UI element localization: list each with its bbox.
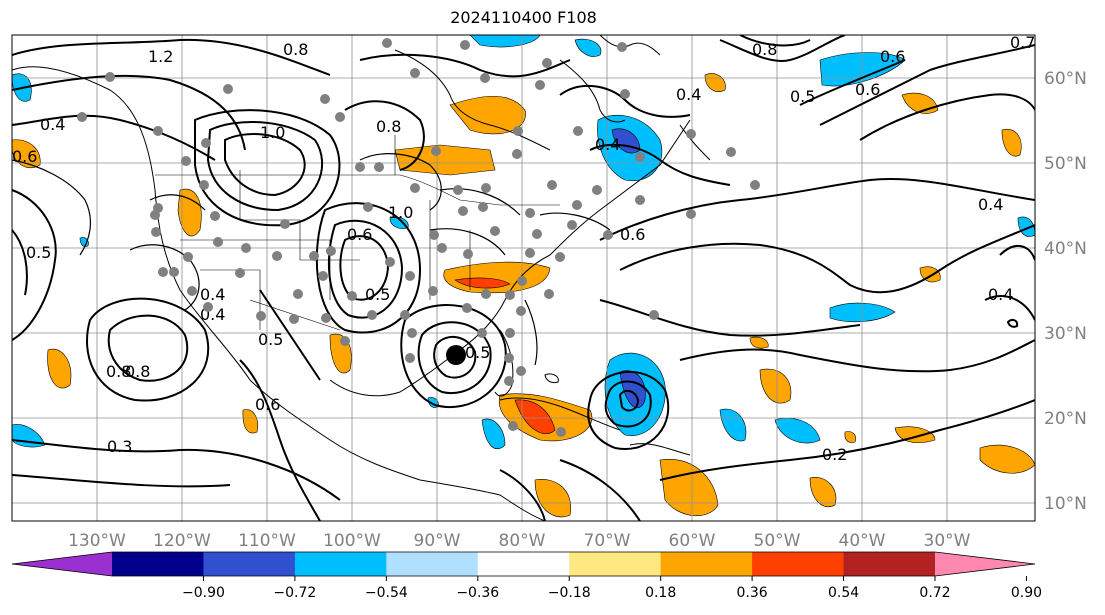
lon-tick-label: 40°W — [839, 531, 886, 551]
contour-label: 0.3 — [107, 437, 132, 456]
latitude-labels: 10°N 20°N 30°N 40°N 50°N 60°N — [1044, 69, 1087, 514]
lat-tick-label: 50°N — [1044, 154, 1087, 174]
contour-label: 1.0 — [260, 123, 285, 142]
lon-tick-label: 120°W — [153, 531, 211, 551]
contour-label: 0.6 — [12, 147, 37, 166]
contour-label: 1.0 — [388, 203, 413, 222]
lon-tick-label: 70°W — [584, 531, 631, 551]
colorbar-tick-label: 0.90 — [1011, 585, 1042, 601]
contour-label: 0.4 — [978, 195, 1003, 214]
contour-label: 0.4 — [988, 285, 1013, 304]
colorbar-extend-min — [12, 552, 112, 576]
colorbar-segment — [477, 552, 570, 576]
contour-label: 0.6 — [255, 395, 280, 414]
colorbar-ticks: −0.90 −0.72 −0.54 −0.36 −0.18 0.18 0.36 0.54 0.7… — [182, 576, 1042, 601]
lon-tick-label: 110°W — [238, 531, 296, 551]
colorbar-segments — [11, 551, 1036, 577]
lon-tick-label: 60°W — [669, 531, 716, 551]
contour-labels: 1.2 0.8 0.8 1.0 0.4 0.6 1.0 0.8 0.4 0.5 … — [12, 33, 1035, 464]
storm-center-marker — [446, 345, 466, 365]
contour-label: 0.4 — [200, 285, 225, 304]
contour-label: 0.6 — [880, 47, 905, 66]
colorbar-tick-label: −0.90 — [182, 585, 225, 601]
lat-tick-label: 30°N — [1044, 324, 1087, 344]
lon-tick-label: 80°W — [499, 531, 546, 551]
contour-lines — [12, 35, 1035, 521]
contour-label: 0.5 — [465, 343, 490, 362]
lon-tick-label: 30°W — [924, 531, 971, 551]
contour-label: 0.5 — [258, 330, 283, 349]
contour-label: 0.7 — [1010, 33, 1035, 52]
contour-label: 0.8 — [376, 117, 401, 136]
contour-label: 0.5 — [790, 87, 815, 106]
contour-label: 0.6 — [620, 225, 645, 244]
colorbar-segment — [112, 552, 204, 576]
contour-label: 0.4 — [40, 115, 65, 134]
contour-label: 0.2 — [822, 445, 847, 464]
contour-label: 0.8 — [106, 362, 131, 381]
lon-tick-label: 130°W — [68, 531, 126, 551]
contour-label: 0.8 — [283, 40, 308, 59]
plot-frame — [11, 34, 1036, 522]
contour-label: 0.8 — [125, 362, 150, 381]
colorbar-tick-label: 0.72 — [919, 585, 950, 601]
longitude-labels: 130°W 120°W 110°W 100°W 90°W 80°W 70°W 6… — [68, 531, 971, 551]
lon-tick-label: 50°W — [754, 531, 801, 551]
colorbar: −0.90 −0.72 −0.54 −0.36 −0.18 0.18 0.36 0.54 0.7… — [11, 551, 1042, 601]
colorbar-segment — [203, 552, 296, 576]
colorbar-segment — [569, 552, 662, 576]
plot-area: 1.2 0.8 0.8 1.0 0.4 0.6 1.0 0.8 0.4 0.5 … — [12, 33, 1035, 521]
colorbar-segment — [843, 552, 936, 576]
contour-label: 0.8 — [752, 40, 777, 59]
contour-label: 0.5 — [26, 243, 51, 262]
contour-label: 1.2 — [148, 47, 173, 66]
colorbar-tick-label: 0.54 — [828, 585, 859, 601]
colorbar-segment — [294, 552, 387, 576]
colorbar-tick-label: −0.72 — [273, 585, 316, 601]
contour-label: 0.5 — [365, 285, 390, 304]
contour-label: 0.6 — [855, 80, 880, 99]
lat-tick-label: 40°N — [1044, 239, 1087, 259]
station-markers — [77, 38, 760, 437]
lon-tick-label: 100°W — [323, 531, 381, 551]
colorbar-extend-max — [935, 552, 1035, 576]
colorbar-tick-label: −0.54 — [365, 585, 408, 601]
contour-label: 0.4 — [676, 85, 701, 104]
colorbar-tick-label: −0.36 — [456, 585, 499, 601]
contour-label: 0.4 — [595, 135, 620, 154]
colorbar-segment — [660, 552, 753, 576]
colorbar-tick-label: 0.18 — [645, 585, 676, 601]
colorbar-tick-label: 0.36 — [737, 585, 768, 601]
colorbar-outline — [11, 551, 1036, 577]
lat-tick-label: 60°N — [1044, 69, 1087, 89]
colorbar-segment — [386, 552, 479, 576]
contour-label: 0.6 — [347, 225, 372, 244]
lon-tick-label: 90°W — [414, 531, 461, 551]
colorbar-segment — [752, 552, 845, 576]
map-title: 2024110400 F108 — [450, 8, 597, 27]
lat-tick-label: 10°N — [1044, 494, 1087, 514]
lat-tick-label: 20°N — [1044, 409, 1087, 429]
colorbar-tick-label: −0.18 — [548, 585, 591, 601]
